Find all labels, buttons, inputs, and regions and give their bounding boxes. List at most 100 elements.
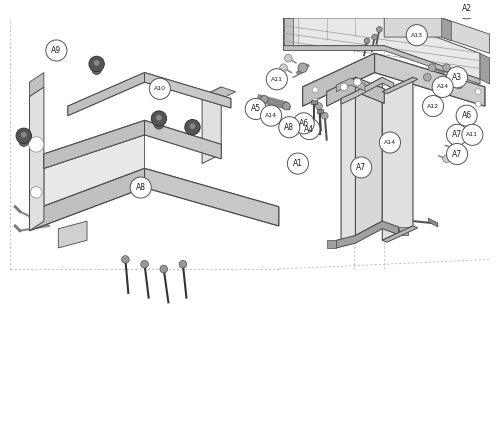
Circle shape [140, 260, 148, 268]
Polygon shape [68, 73, 144, 116]
Polygon shape [374, 54, 485, 106]
Circle shape [293, 113, 314, 134]
Polygon shape [44, 135, 144, 221]
Polygon shape [44, 121, 144, 168]
Circle shape [316, 103, 322, 109]
Polygon shape [58, 221, 87, 248]
Circle shape [266, 69, 287, 90]
Circle shape [376, 26, 382, 32]
Circle shape [372, 34, 378, 40]
Polygon shape [302, 54, 374, 106]
Circle shape [312, 87, 318, 93]
Polygon shape [336, 78, 365, 92]
Polygon shape [336, 221, 398, 248]
Circle shape [245, 98, 266, 120]
Circle shape [455, 81, 463, 89]
Text: A6: A6 [298, 119, 308, 128]
Text: A13: A13 [410, 33, 423, 38]
Circle shape [422, 95, 444, 117]
Circle shape [350, 157, 372, 178]
Polygon shape [356, 77, 382, 235]
Circle shape [16, 128, 32, 143]
Circle shape [312, 98, 318, 104]
Circle shape [190, 124, 196, 129]
Text: A7: A7 [356, 163, 366, 172]
Circle shape [260, 95, 268, 103]
Circle shape [30, 187, 42, 198]
Circle shape [446, 143, 468, 165]
Circle shape [424, 73, 431, 81]
Circle shape [154, 120, 164, 129]
Polygon shape [326, 77, 384, 106]
Circle shape [152, 111, 166, 126]
Circle shape [89, 56, 104, 72]
Circle shape [179, 260, 186, 268]
Circle shape [288, 153, 308, 174]
Polygon shape [317, 109, 323, 113]
Circle shape [448, 73, 455, 81]
Circle shape [122, 256, 129, 263]
Text: A7: A7 [452, 149, 462, 159]
Circle shape [130, 177, 152, 198]
Circle shape [279, 117, 300, 138]
Circle shape [452, 131, 460, 139]
Polygon shape [302, 54, 485, 106]
Circle shape [160, 265, 168, 273]
Circle shape [94, 60, 100, 66]
Circle shape [406, 25, 427, 46]
Circle shape [282, 102, 290, 110]
Text: A1: A1 [293, 159, 303, 168]
Polygon shape [312, 100, 317, 104]
Polygon shape [44, 121, 221, 168]
Text: A10: A10 [154, 86, 166, 91]
Polygon shape [442, 18, 452, 41]
Circle shape [446, 67, 468, 88]
Text: A14: A14 [331, 0, 344, 1]
Polygon shape [326, 77, 356, 106]
Polygon shape [428, 218, 438, 227]
Text: A8: A8 [284, 123, 294, 132]
Text: A7: A7 [452, 130, 462, 140]
Circle shape [21, 132, 26, 138]
Polygon shape [284, 46, 480, 84]
Circle shape [380, 132, 400, 153]
Polygon shape [144, 73, 231, 108]
Polygon shape [341, 92, 355, 242]
Polygon shape [68, 73, 231, 116]
Text: A11: A11 [271, 77, 283, 82]
Circle shape [442, 64, 450, 72]
Text: A14: A14 [436, 84, 448, 89]
Polygon shape [384, 18, 490, 54]
Polygon shape [326, 240, 336, 248]
Circle shape [322, 112, 328, 119]
Circle shape [46, 40, 67, 61]
Text: A14: A14 [384, 140, 396, 145]
Text: A12: A12 [427, 104, 439, 108]
Polygon shape [284, 18, 293, 46]
Circle shape [326, 0, 348, 9]
Polygon shape [480, 54, 490, 84]
Polygon shape [382, 226, 418, 242]
Circle shape [354, 78, 361, 86]
Polygon shape [398, 227, 408, 235]
Circle shape [476, 89, 481, 95]
Circle shape [340, 83, 348, 91]
Circle shape [444, 88, 452, 95]
Circle shape [19, 137, 28, 146]
Circle shape [298, 63, 308, 73]
Circle shape [260, 105, 281, 126]
Circle shape [185, 120, 200, 135]
Text: A8: A8 [136, 183, 145, 192]
Text: A5: A5 [250, 105, 261, 114]
Text: A2: A2 [462, 4, 471, 13]
Text: A6: A6 [462, 111, 471, 120]
Circle shape [156, 115, 162, 121]
Polygon shape [30, 168, 279, 231]
Polygon shape [144, 168, 279, 226]
Polygon shape [144, 121, 221, 159]
Polygon shape [356, 77, 384, 103]
Circle shape [476, 101, 481, 107]
Polygon shape [30, 73, 44, 96]
Circle shape [284, 54, 292, 62]
Polygon shape [382, 77, 418, 94]
